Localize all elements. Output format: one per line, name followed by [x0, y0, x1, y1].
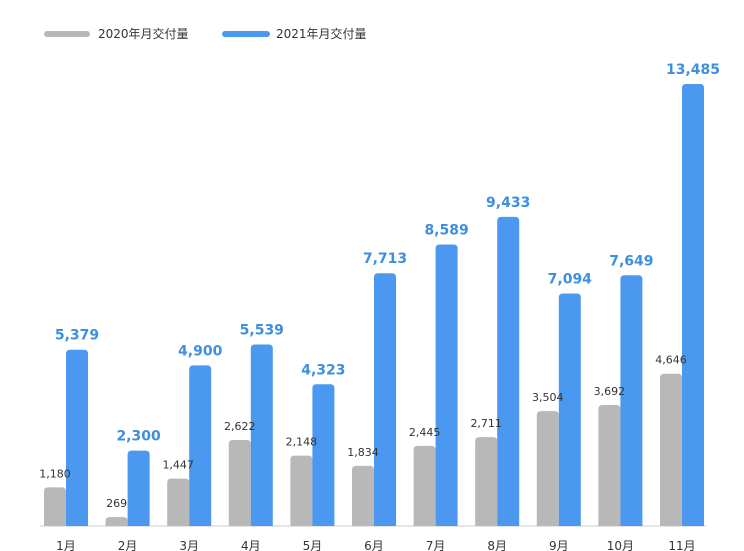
bar-2020-month-11: [660, 373, 682, 526]
bar-2020-month-7: [413, 445, 436, 526]
bar-2021-month-11: [682, 84, 704, 526]
bar-2021-month-2: [127, 450, 150, 526]
legend-label-2020: 2020年月交付量: [98, 26, 189, 41]
value-labels-group: 1,180 5,379 269 2,300 1,447 4,900 2,622 5,539 2,…: [39, 62, 720, 510]
category-label-2: 2月: [118, 539, 138, 551]
category-labels-group: 1月 2月 3月 4月 5月 6月 7月 8月 9月 10月 11月: [56, 539, 695, 551]
value-label-2020-month-5: 2,148: [286, 436, 318, 449]
bar-2021-month-4: [250, 344, 273, 526]
bar-2021-month-10: [620, 275, 643, 526]
bar-2021-month-3: [189, 365, 212, 526]
category-label-7: 7月: [426, 539, 446, 551]
bar-2021-month-8: [497, 216, 520, 526]
value-label-2020-month-9: 3,504: [532, 391, 564, 404]
bar-2021-month-1: [66, 349, 88, 526]
bar-2020-month-1: [44, 487, 66, 526]
value-label-2021-month-9: 7,094: [548, 271, 593, 287]
value-label-2020-month-6: 1,834: [347, 446, 379, 459]
value-label-2021-month-1: 5,379: [55, 328, 99, 344]
value-label-2020-month-1: 1,180: [39, 467, 71, 480]
value-label-2020-month-10: 3,692: [594, 385, 626, 398]
value-label-2021-month-8: 9,433: [486, 195, 530, 211]
value-label-2021-month-6: 7,713: [363, 251, 407, 267]
value-label-2021-month-7: 8,589: [424, 222, 468, 238]
value-label-2020-month-3: 1,447: [162, 459, 194, 472]
value-label-2020-month-11: 4,646: [655, 354, 687, 367]
bar-2020-month-5: [290, 455, 313, 526]
value-label-2021-month-11: 13,485: [666, 62, 720, 78]
category-label-8: 8月: [487, 539, 507, 551]
value-label-2021-month-3: 4,900: [178, 343, 223, 359]
legend-swatch-2020: [44, 31, 90, 37]
value-label-2020-month-8: 2,711: [470, 417, 502, 430]
bar-2020-month-2: [105, 517, 128, 526]
bar-2021-month-6: [374, 273, 396, 526]
bar-2021-month-9: [558, 293, 581, 526]
category-label-4: 4月: [241, 539, 261, 551]
legend-label-2021: 2021年月交付量: [276, 26, 367, 41]
value-label-2020-month-7: 2,445: [409, 426, 441, 439]
value-label-2020-month-2: 269: [106, 497, 127, 510]
bar-2021-month-7: [435, 244, 458, 526]
bar-2020-month-4: [228, 440, 251, 526]
category-label-1: 1月: [56, 539, 76, 551]
bar-2020-month-9: [536, 411, 559, 526]
bar-2020-month-6: [352, 465, 374, 526]
bar-2020-month-8: [475, 437, 498, 526]
category-label-3: 3月: [179, 539, 199, 551]
value-label-2020-month-4: 2,622: [224, 420, 256, 433]
bars-group: [44, 84, 704, 526]
value-label-2021-month-2: 2,300: [116, 429, 161, 445]
bar-2021-month-5: [312, 384, 335, 526]
value-label-2021-month-10: 7,649: [609, 253, 653, 269]
category-label-10: 10月: [607, 539, 634, 551]
value-label-2021-month-5: 4,323: [301, 362, 345, 378]
category-label-5: 5月: [303, 539, 323, 551]
category-label-9: 9月: [549, 539, 569, 551]
category-label-11: 11月: [668, 539, 695, 551]
bar-2020-month-10: [598, 404, 621, 526]
value-label-2021-month-4: 5,539: [240, 322, 284, 338]
category-label-6: 6月: [364, 539, 384, 551]
chart-legend: 2020年月交付量 2021年月交付量: [44, 26, 367, 41]
legend-swatch-2021: [222, 31, 270, 37]
bar-2020-month-3: [167, 478, 190, 526]
